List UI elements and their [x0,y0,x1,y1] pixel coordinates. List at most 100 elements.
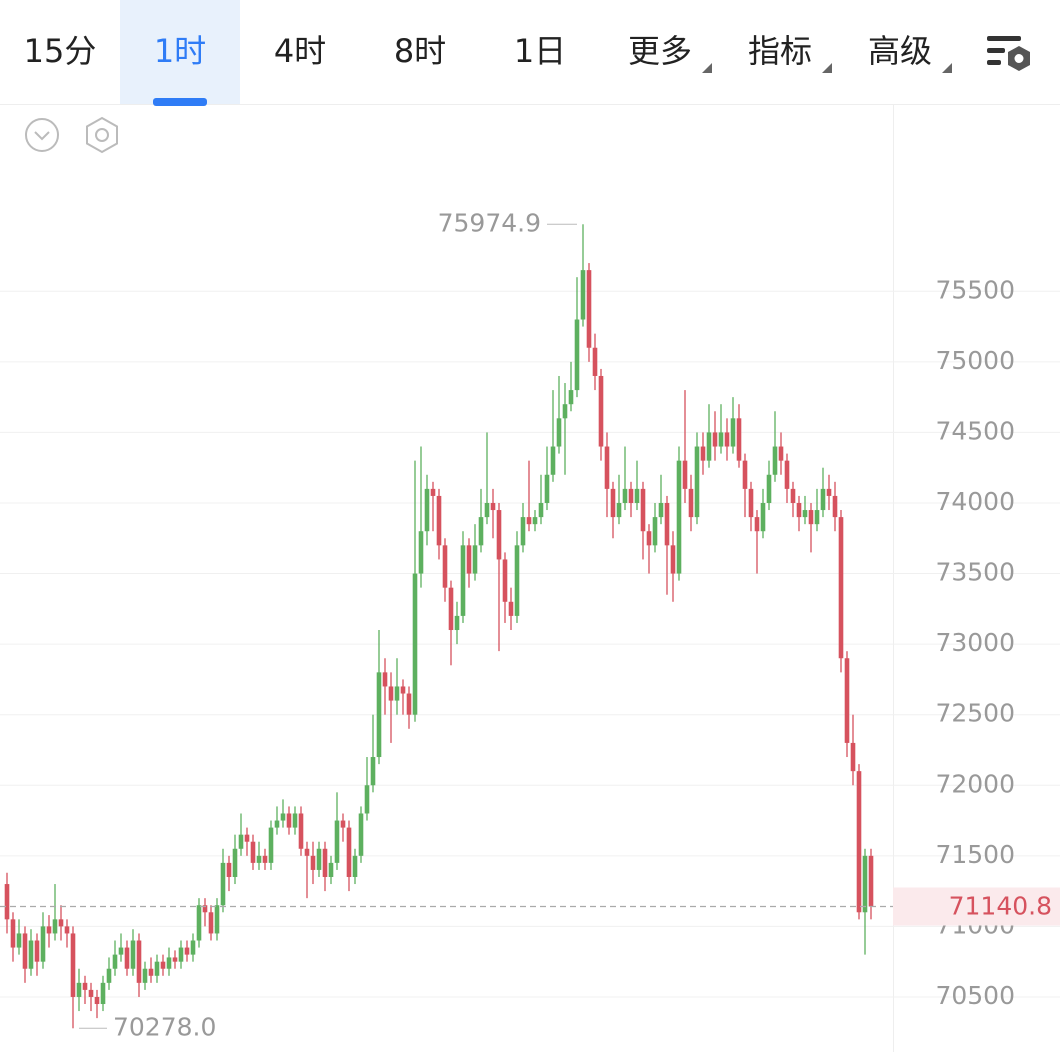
candle-body [706,432,712,461]
tab[interactable]: 8时 [394,32,446,70]
candle-body [112,954,118,969]
tab[interactable]: 更多 [628,32,692,70]
candle-body [52,919,58,934]
candle-body [460,545,466,616]
candle-body [166,957,172,969]
candle-body [628,488,634,503]
candle-body [586,270,592,348]
y-tick-label: 73000 [935,628,1015,657]
candle-body [274,820,280,828]
candle-body [268,827,274,863]
tab[interactable]: 1日 [514,32,566,70]
candle-body [418,531,424,574]
y-tick-label: 74000 [935,487,1015,516]
candle-body [316,848,322,870]
candle-body [22,933,28,969]
candle-body [802,510,808,518]
dropdown-caret [942,63,952,73]
candle-body [4,884,10,920]
candle-body [250,841,256,863]
candle-body [844,658,850,743]
candle-body [742,460,748,489]
candle-body [658,502,664,518]
candle-body [862,855,868,913]
candle-body [160,961,166,969]
candle-body [640,488,646,532]
candle-body [358,813,364,856]
settings-icon[interactable] [987,36,1030,71]
candle-body [442,545,448,588]
candle-body [772,446,778,475]
candle-body [190,940,196,955]
candle-body [694,446,700,518]
y-tick-label: 73500 [935,558,1015,587]
candle-body [106,968,112,983]
candle-body [130,940,136,969]
candles [4,224,874,1029]
candle-body [46,926,52,934]
candle-body [610,488,616,518]
candle-body [10,919,16,948]
collapse-icon[interactable] [25,118,59,152]
candle-body [562,404,568,419]
candle-body [346,827,352,877]
candle-body [436,495,442,546]
candle-body [310,855,316,870]
tab[interactable]: 指标 [748,32,812,70]
candle-body [700,446,706,461]
candle-body [592,347,598,376]
candle-body [814,510,820,525]
candle-body [718,432,724,447]
candle-body [826,488,832,496]
candle-body [94,996,100,1005]
candle-body [550,446,556,475]
y-tick-label: 74500 [935,416,1015,445]
candle-body [400,686,406,694]
candle-body [340,820,346,828]
candle-body [598,375,604,447]
candle-body [58,919,64,927]
candle-body [760,502,766,532]
tab[interactable]: 1时 [154,32,206,70]
candle-body [508,601,514,616]
candle-body [580,270,586,320]
tab[interactable]: 15分 [24,32,97,70]
candle-body [544,474,550,503]
y-tick-label: 75500 [935,275,1015,304]
candle-body [490,502,496,511]
candle-body [136,940,142,983]
candle-body [850,742,856,772]
candle-body [334,820,340,863]
tab[interactable]: 4时 [274,32,326,70]
candle-body [280,813,286,821]
candle-body [808,510,814,525]
candle-body [766,474,772,503]
candle-body [172,957,178,962]
candle-body [70,933,76,997]
candle-body [142,968,148,983]
candle-body [778,446,784,461]
candle-body [124,947,130,969]
candle-body [364,785,370,814]
candle-body [724,432,730,447]
tab[interactable]: 高级 [868,32,932,70]
candle-body [256,855,262,863]
candle-body [424,488,430,532]
candle-body [868,855,874,907]
candle-body [214,905,220,934]
candle-body [634,488,640,503]
candle-body [856,771,862,913]
settings-hex-icon[interactable] [86,116,118,154]
y-tick-label: 72500 [935,699,1015,728]
candle-body [352,855,358,877]
candle-body [688,488,694,518]
candle-body [226,862,232,877]
overlays: 75974.9 70278.0 71140.8 [0,208,1060,1041]
max-label: 75974.9 [438,208,541,237]
candle-body [328,862,334,877]
candle-body [286,813,292,828]
y-tick-label: 70500 [935,981,1015,1010]
candle-body [514,545,520,616]
candle-body [148,968,154,976]
candle-body [568,390,574,405]
